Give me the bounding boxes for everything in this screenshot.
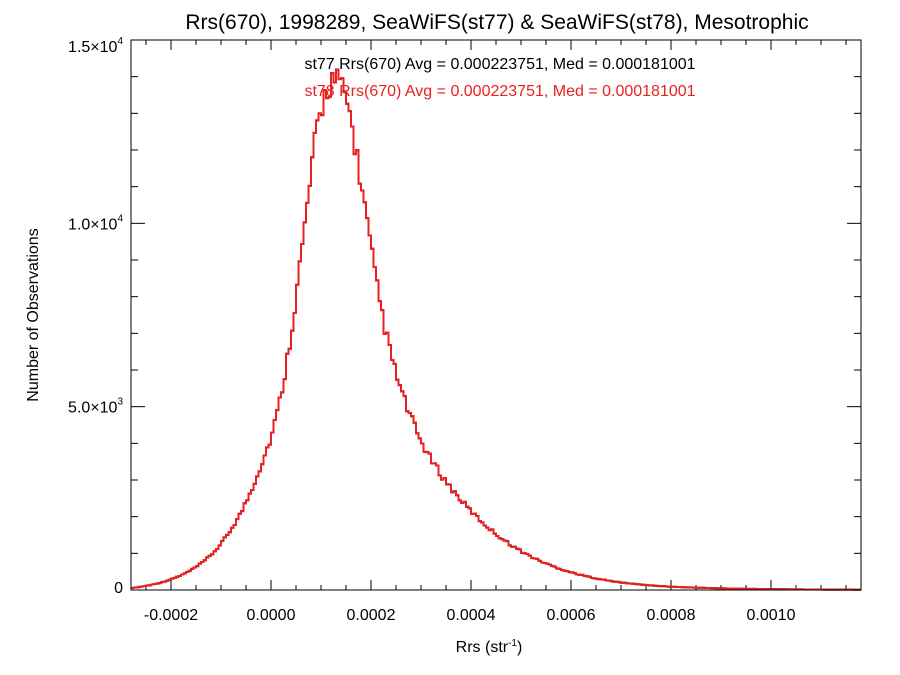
x-tick-label: 0.0006 (547, 607, 596, 624)
y-tick-exponent: 4 (117, 213, 123, 224)
x-tick-label: -0.0002 (144, 607, 198, 624)
x-tick-label: 0.0002 (347, 607, 396, 624)
x-axis-label-suffix: ) (517, 639, 522, 656)
y-tick-mantissa: 5.0×10 (68, 400, 117, 417)
x-tick-label: 0.0000 (247, 607, 296, 624)
x-tick-label: 0.0008 (647, 607, 696, 624)
annotation-st78: st78 Rrs(670) Avg = 0.000223751, Med = 0… (304, 83, 695, 100)
y-tick-label: 1.5×104 (68, 36, 123, 56)
y-tick-mantissa: 1.0×10 (68, 216, 117, 233)
annotation-st77: st77 Rrs(670) Avg = 0.000223751, Med = 0… (304, 56, 695, 73)
x-tick-label: 0.0004 (447, 607, 496, 624)
plot-frame (130, 39, 862, 591)
x-axis-label-exponent: -1 (508, 638, 517, 649)
chart-title: Rrs(670), 1998289, SeaWiFS(st77) & SeaWi… (185, 11, 808, 34)
axis-ticks (131, 39, 861, 591)
y-tick-label: 5.0×103 (68, 397, 123, 417)
y-tick-label: 0 (114, 580, 123, 597)
y-tick-mantissa: 0 (114, 580, 123, 597)
x-tick-label: 0.0010 (747, 607, 796, 624)
histogram-line-st78 (131, 68, 861, 591)
y-tick-exponent: 3 (117, 397, 123, 408)
x-axis-label-text: Rrs (str (456, 639, 509, 656)
y-tick-exponent: 4 (117, 36, 123, 47)
x-axis-label: Rrs (str-1) (456, 638, 523, 656)
series-layer (131, 68, 861, 591)
y-tick-label: 1.0×104 (68, 213, 123, 233)
y-tick-mantissa: 1.5×10 (68, 39, 117, 56)
x-tick-labels: -0.0002 0.0000 0.0002 0.0004 0.0006 0.0008 0.0… (144, 607, 796, 624)
y-axis-label: Number of Observations (25, 228, 42, 401)
